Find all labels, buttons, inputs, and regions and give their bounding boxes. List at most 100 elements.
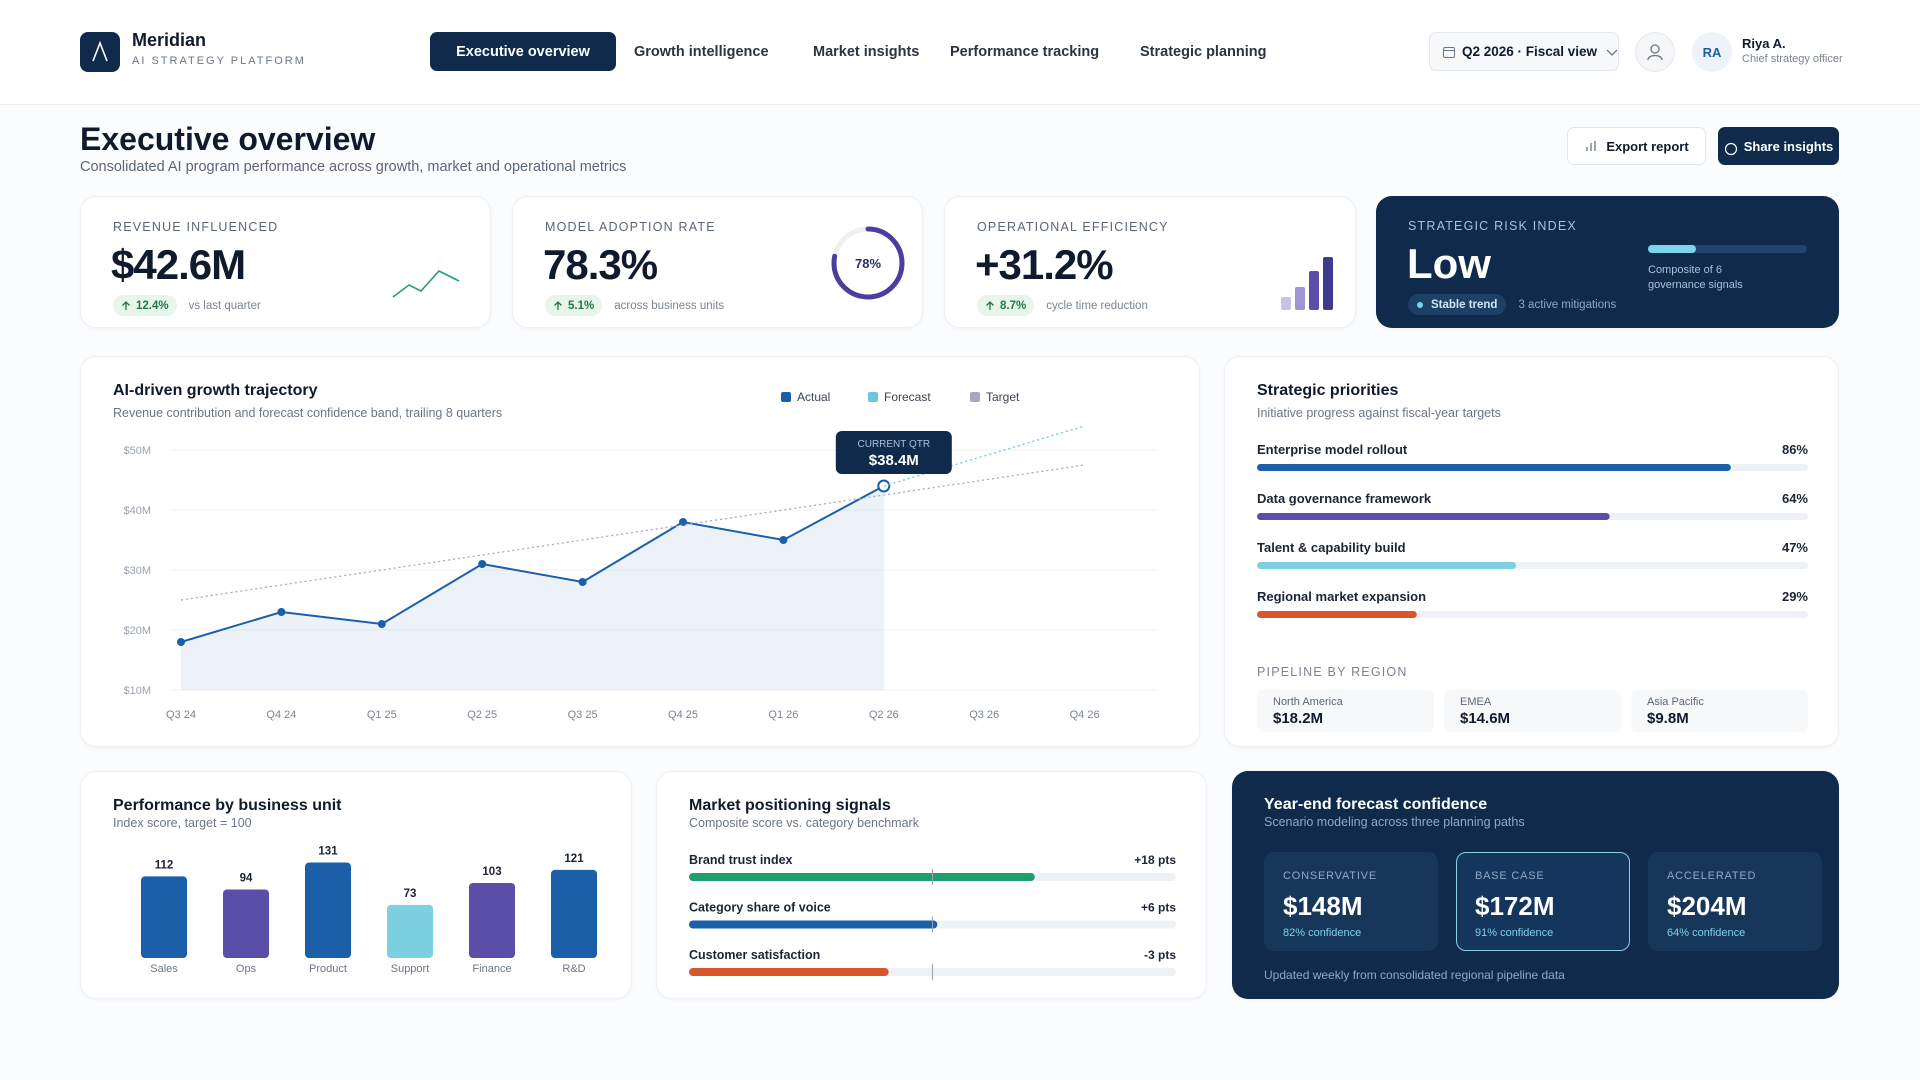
logo [80,32,120,72]
x-tick-label: Ops [236,963,257,975]
pipeline-title: PIPELINE BY REGION [1257,665,1408,679]
priorities-card: Enterprise model rollout 86% Data governan… [1224,356,1839,747]
user-role: Chief strategy officer [1742,53,1843,65]
share-button[interactable]: Share insights [1718,127,1839,165]
signal-bar [689,873,1035,881]
export-button[interactable]: Export report [1567,127,1706,165]
nav-item[interactable]: Performance tracking [950,43,1100,60]
priority-bar [1257,562,1516,569]
card-subtitle: Scenario modeling across three planning … [1264,815,1525,829]
kpi-label: MODEL ADOPTION RATE [545,220,716,234]
kpi-value: $42.6M [111,241,246,288]
priority-value: 64% [1782,491,1808,506]
signal-delta: +18 pts [1134,853,1176,867]
share-icon [1724,142,1737,156]
chevron [1606,49,1618,56]
bar [305,862,351,958]
user-initials[interactable]: RA [1692,32,1732,72]
period-selector[interactable]: Q2 2026 · Fiscal view [1429,32,1619,71]
sparkline [392,270,460,298]
x-tick-label: Q4 25 [668,709,698,721]
kpi-value: 78.3% [543,241,658,288]
region-name: Asia Pacific [1647,696,1704,708]
scenario-label: BASE CASE [1475,870,1545,882]
area [181,486,884,690]
efficiency-bars [1281,257,1333,310]
priority-bar [1257,513,1610,520]
bar [551,869,597,958]
data-point [779,536,788,544]
y-tick-label: $10M [123,685,151,697]
kpi-delta-row: 8.7% cycle time reduction [977,295,1148,316]
kpi-delta-row: 12.4% vs last quarter [113,295,261,316]
data-point [377,620,386,628]
period-text: Q2 2026 · Fiscal view [1461,44,1598,59]
bar-value: 112 [155,859,174,871]
brand-name: Meridian [132,30,207,50]
avatar[interactable] [1635,32,1675,72]
x-tick-label: Sales [150,963,178,975]
region-name: EMEA [1460,696,1492,708]
nav-item[interactable]: Strategic planning [1140,43,1267,60]
x-tick-label: Product [309,963,347,975]
signal-name: Customer satisfaction [689,948,820,962]
delta-text: 8.7% [1000,299,1027,312]
chart-title: Performance by business unit [113,797,342,814]
legend-label: Target [986,390,1020,404]
data-point [177,638,185,646]
card-title: Year-end forecast confidence [1264,796,1488,813]
kpi-card: OPERATIONAL EFFICIENCY +31.2% 8.7% cycle ti… [944,196,1356,328]
x-tick-label: Q4 24 [266,709,296,721]
risk-detail: Composite of 6 governance signals [1648,264,1743,291]
region-value: $14.6M [1460,710,1511,727]
business-unit-chart: 112 Sales 94 Ops 131 Product 73 Support 103 Finan… [141,846,597,975]
data-point [679,518,687,526]
tooltip-label: CURRENT QTR [858,439,931,450]
badge-text: Stable trend [1431,298,1498,311]
chart-subtitle: Revenue contribution and forecast confid… [113,406,503,420]
data-point [578,578,587,586]
arrow-path [122,300,130,310]
bar [141,876,187,958]
chart-title: AI-driven growth trajectory [113,382,318,399]
nav-item[interactable]: Executive overview [430,32,616,71]
priorities-chart: Enterprise model rollout 86% Data governan… [1257,442,1808,618]
kpi-note: cycle time reduction [1046,299,1148,312]
scenario-card: ACCELERATED $204M 64% confidence [1648,852,1822,951]
delta-pill: 5.1% [545,295,603,316]
bar-value: 103 [482,866,501,878]
x-tick-label: Q2 25 [467,709,497,721]
market-card: Brand trust index +18 pts Category share o… [656,771,1207,999]
priority-value: 47% [1782,540,1808,555]
scenario-value: $204M [1667,891,1747,921]
y-tick-label: $40M [123,505,151,517]
signal-name: Category share of voice [689,901,831,915]
priority-name: Talent & capability build [1257,540,1406,555]
logo-glyph [92,40,108,62]
calendar-icon [1443,46,1455,58]
nav-item[interactable]: Growth intelligence [634,43,769,60]
up-arrow [986,300,994,310]
scenario-value: $172M [1475,891,1555,921]
x-tick-label: Q3 24 [166,709,196,721]
bar [223,889,269,958]
bar-value: 131 [318,846,338,858]
growth-card: $10M $20M $30M $40M $50M Q3 24 Q4 24 Q1 25 Q2 25… [80,356,1200,747]
risk-label: STRATEGIC RISK INDEX [1408,219,1577,233]
tooltip [835,431,952,474]
scenario-card: CONSERVATIVE $148M 82% confidence [1264,852,1438,951]
x-tick-label: Q4 26 [1070,709,1100,721]
signal-delta: -3 pts [1144,948,1176,962]
bar-value: 121 [564,853,584,865]
page-subtitle: Consolidated AI program performance acro… [80,159,627,175]
chart-icon [1586,141,1596,151]
priority-value: 29% [1782,589,1808,604]
risk-fill [1648,245,1696,253]
region-card: North America $18.2M [1257,690,1434,732]
gauge: 78% [831,226,905,300]
kpi-note: vs last quarter [188,299,261,312]
arrow-path [554,300,562,310]
nav-item[interactable]: Market insights [813,43,920,60]
risk-row: Stable trend 3 active mitigations [1408,294,1616,315]
